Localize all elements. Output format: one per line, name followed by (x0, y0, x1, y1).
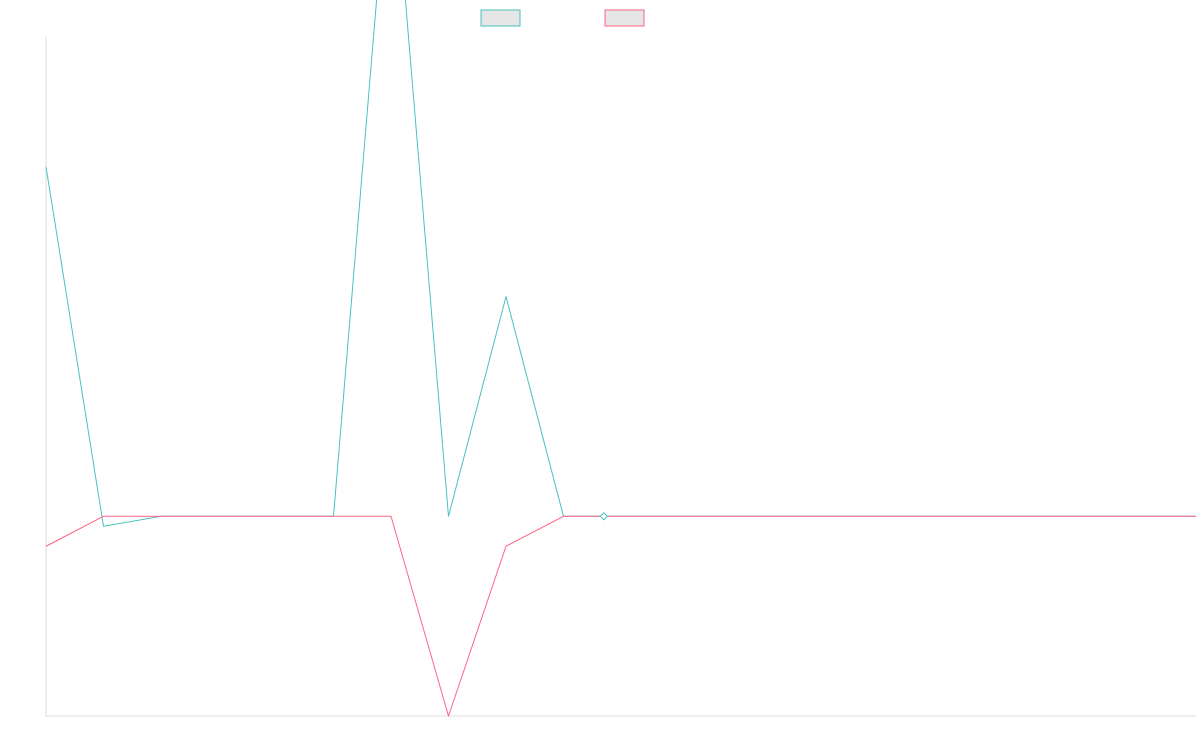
legend-swatch-series-1[interactable] (480, 9, 521, 27)
series-2-line[interactable] (45, 515, 1196, 717)
legend-swatch-series-2[interactable] (604, 9, 645, 27)
data-point-marker-1[interactable] (599, 512, 608, 521)
axes (45, 37, 1196, 717)
legend (480, 9, 645, 27)
series-layer (45, 0, 1196, 717)
series-1-line[interactable] (45, 0, 1196, 527)
marker-layer (599, 512, 608, 521)
